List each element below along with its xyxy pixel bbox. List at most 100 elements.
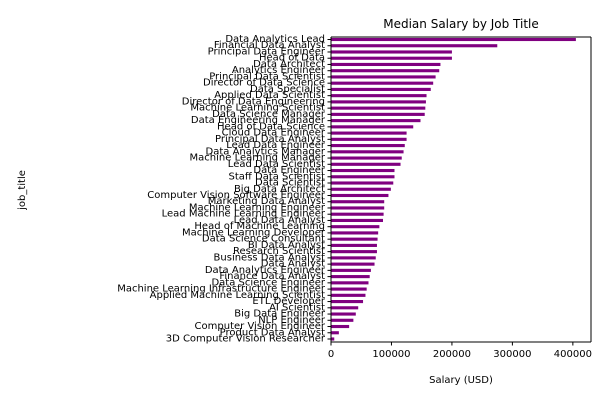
bar — [331, 137, 407, 141]
bar — [331, 69, 440, 73]
bar — [331, 337, 335, 341]
y-tick-label: Head of Data — [259, 53, 325, 64]
bar — [331, 131, 407, 135]
y-tick-label: Machine Learning Engineer — [189, 202, 326, 213]
bar — [331, 300, 364, 304]
y-tick-label: Lead Data Engineer — [226, 140, 326, 151]
bar — [331, 162, 401, 166]
y-tick-label: Machine Learning Developer — [182, 227, 326, 238]
y-tick-label: Lead Data Analyst — [234, 215, 325, 226]
y-tick-label: Big Data Architect — [234, 184, 325, 195]
bar — [331, 156, 402, 160]
y-tick-label: NLP Engineer — [258, 315, 326, 326]
bar — [331, 81, 434, 85]
y-tick-label: Analytics Engineer — [232, 65, 326, 76]
y-tick-label: Data Analytics Lead — [225, 34, 325, 45]
y-tick-label: Principal Data Scientist — [209, 71, 325, 82]
bar — [331, 218, 383, 223]
y-tick-label: Cloud Data Engineer — [222, 128, 326, 139]
y-tick-label: BI Data Analyst — [248, 240, 325, 251]
bar — [331, 193, 389, 198]
bar — [331, 75, 436, 79]
bar — [331, 256, 376, 260]
y-tick-label: Computer Vision Software Engineer — [147, 190, 326, 201]
y-tick-label: Business Data Analyst — [214, 252, 326, 263]
bar — [331, 119, 421, 123]
y-tick-label: Computer Vision Engineer — [195, 321, 326, 332]
bar — [331, 250, 377, 254]
bar — [331, 144, 405, 148]
bar — [331, 293, 366, 297]
y-tick-label: Machine Learning Manager — [190, 153, 326, 164]
bar — [331, 175, 395, 179]
bar — [331, 268, 371, 272]
y-tick-label: Data Analytics Manager — [206, 146, 326, 157]
y-tick-label: Applied Machine Learning Scientist — [150, 290, 325, 301]
y-tick-label: Principal Data Analyst — [215, 134, 325, 145]
y-axis-label: job_title — [17, 170, 28, 211]
y-tick-label: Head of Data Science — [217, 121, 325, 132]
bar — [331, 125, 414, 129]
y-tick-label: Machine Learning Infrastructure Engineer — [117, 284, 326, 295]
bar — [331, 150, 404, 154]
y-tick-label: Financial Data Analyst — [214, 40, 325, 51]
y-tick-label: Finance Data Analyst — [219, 271, 325, 282]
bar — [331, 112, 425, 116]
y-tick-label: Lead Machine Learning Engineer — [162, 209, 326, 220]
chart-title: Median Salary by Job Title — [383, 17, 539, 31]
x-tick-label: 300000 — [493, 349, 531, 360]
bar — [331, 50, 452, 54]
y-tick-label: Data Scientist — [255, 178, 325, 189]
y-tick-label: Principal Data Engineer — [208, 46, 326, 57]
bar — [331, 212, 384, 216]
bar — [331, 312, 356, 316]
y-tick-label: Research Scientist — [233, 246, 325, 257]
bar — [331, 56, 452, 60]
bar — [331, 100, 426, 104]
bar — [331, 62, 441, 67]
x-ticks: 0 100000 200000 300000 400000 — [328, 342, 592, 360]
y-tick-label: Data Specialist — [250, 84, 325, 95]
bar — [331, 237, 378, 241]
bar — [331, 168, 395, 173]
x-tick-label: 100000 — [372, 349, 410, 360]
bar — [331, 231, 379, 235]
y-tick-label: Product Data Analyst — [220, 327, 325, 338]
bar — [331, 287, 367, 291]
bar — [331, 275, 370, 279]
y-tick-label: Director of Data Science — [203, 78, 325, 89]
y-tick-label: Head of Machine Learning — [194, 221, 325, 232]
y-tick-label: Data Analytics Engineer — [205, 265, 326, 276]
y-tick-label: Marketing Data Analyst — [208, 196, 325, 207]
bar — [331, 225, 380, 229]
bar — [331, 206, 385, 210]
bar — [331, 324, 350, 329]
y-tick-label: AI Scientist — [269, 302, 325, 313]
y-tick-label: Lead Data Scientist — [228, 159, 325, 170]
y-tick-label: Applied Data Scientist — [214, 90, 325, 101]
x-axis-label: Salary (USD) — [429, 375, 493, 386]
y-tick-label: ETL Developer — [252, 296, 325, 307]
y-tick-label: Big Data Engineer — [234, 309, 326, 320]
bars-group — [331, 37, 576, 341]
bar — [331, 37, 576, 42]
y-tick-label: Data Science Consultant — [202, 234, 325, 245]
bar — [331, 87, 431, 91]
bar — [331, 200, 385, 204]
bar — [331, 187, 391, 191]
bar — [331, 281, 369, 285]
y-tick-label: Data Science Manager — [212, 109, 326, 120]
y-tick-label: Machine Learning Scientist — [190, 103, 325, 114]
x-tick-label: 400000 — [554, 349, 592, 360]
y-tick-label: Data Architect — [253, 59, 325, 70]
y-tick-label: Data Engineer — [253, 165, 325, 176]
bar — [331, 181, 394, 185]
y-tick-label: Director of Data Engineering — [182, 96, 325, 107]
y-tick-label: Data Engineering Manager — [191, 115, 326, 126]
bar — [331, 318, 354, 322]
bar — [331, 44, 498, 48]
bar — [331, 243, 377, 247]
